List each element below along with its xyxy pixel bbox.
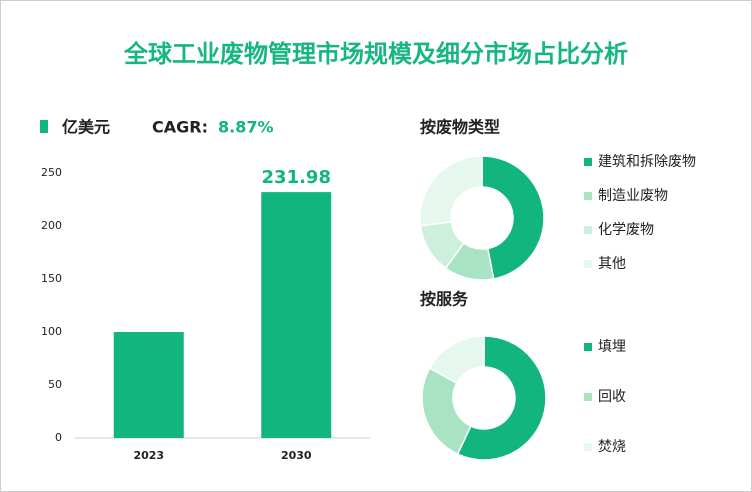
y-tick-label: 200 xyxy=(41,219,62,232)
legend-label: 建筑和拆除废物 xyxy=(598,154,696,170)
y-tick-label: 50 xyxy=(48,378,62,391)
legend-label: 制造业废物 xyxy=(598,188,668,204)
legend-marker xyxy=(40,120,48,133)
legend-label: 焚烧 xyxy=(598,439,626,455)
donut-slice xyxy=(419,155,483,227)
legend-marker xyxy=(584,192,592,200)
legend-label: 化学废物 xyxy=(598,222,654,238)
bar xyxy=(113,332,184,438)
annotation-label: CAGR: xyxy=(152,118,208,137)
page-title: 全球工业废物管理市场规模及细分市场占比分析 xyxy=(123,40,628,68)
legend-marker xyxy=(584,158,592,166)
donut-slice xyxy=(456,335,547,461)
legend-label: 填埋 xyxy=(598,339,626,355)
donut-slice xyxy=(428,335,485,385)
pie-title: 按废物类型 xyxy=(420,118,500,137)
legend-marker xyxy=(584,443,592,451)
pie-title: 按服务 xyxy=(420,290,469,309)
y-tick-label: 0 xyxy=(55,431,62,444)
x-tick-label: 2023 xyxy=(133,449,164,462)
legend-marker xyxy=(584,393,592,401)
y-tick-label: 100 xyxy=(41,325,62,338)
legend-label: 其他 xyxy=(598,256,626,272)
legend-label: 亿美元 xyxy=(62,118,110,137)
y-tick-label: 150 xyxy=(41,272,62,285)
value-label: 231.98 xyxy=(262,167,331,188)
bar xyxy=(261,192,332,438)
legend-marker xyxy=(584,226,592,234)
annotation-value: 8.87% xyxy=(218,118,274,137)
legend-marker xyxy=(584,343,592,351)
donut-slice xyxy=(481,155,545,280)
y-tick-label: 250 xyxy=(41,166,62,179)
legend-label: 回收 xyxy=(598,389,626,405)
x-tick-label: 2030 xyxy=(281,449,312,462)
legend-marker xyxy=(584,260,592,268)
donut-slice xyxy=(421,367,472,456)
